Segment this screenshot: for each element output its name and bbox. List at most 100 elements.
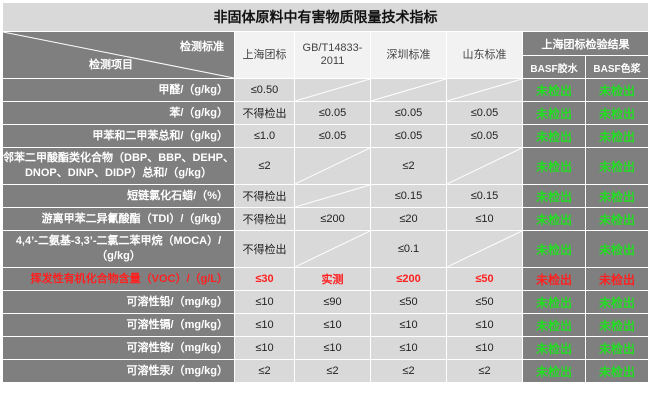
row-item-label: 可溶性铅/（mg/kg） xyxy=(2,290,235,314)
standard-value: ≤10 xyxy=(294,313,371,337)
table-row: 游离甲苯二异氰酸酯（TDI）/（g/kg） 不得检出 ≤200 ≤20 ≤10 未检出 未检… xyxy=(2,207,650,231)
test-result: 未检出 xyxy=(522,290,586,314)
standard-value: ≤1.0 xyxy=(234,124,295,148)
test-result: 未检出 xyxy=(522,267,586,291)
test-result: 未检出 xyxy=(584,336,650,360)
standard-value: ≤50 xyxy=(370,290,447,314)
row-item-label: 可溶性镉/（mg/kg） xyxy=(2,313,235,337)
test-result: 未检出 xyxy=(584,230,650,268)
standard-value: 不得检出 xyxy=(234,101,295,125)
table-row: 苯/（g/kg） 不得检出 ≤0.05 ≤0.05 ≤0.05 未检出 未检出 xyxy=(2,101,650,125)
empty-cell xyxy=(370,78,447,102)
standard-value: ≤0.1 xyxy=(370,230,447,268)
standard-value: ≤0.05 xyxy=(370,124,447,148)
header-item-label: 检测项目 xyxy=(89,59,133,71)
standard-value: ≤200 xyxy=(294,207,371,231)
standard-value: ≤0.05 xyxy=(446,124,523,148)
empty-cell xyxy=(446,147,523,185)
test-result: 未检出 xyxy=(522,230,586,268)
test-result: 未检出 xyxy=(584,147,650,185)
standard-value: ≤2 xyxy=(370,147,447,185)
test-result: 未检出 xyxy=(522,147,586,185)
header-standard-shandong: 山东标准 xyxy=(446,31,523,79)
empty-cell xyxy=(294,78,371,102)
empty-cell xyxy=(446,230,523,268)
test-result: 未检出 xyxy=(522,313,586,337)
standard-value: ≤0.05 xyxy=(370,101,447,125)
header-result-paste: BASF色浆 xyxy=(584,55,650,79)
table-row: 可溶性镉/（mg/kg） ≤10 ≤10 ≤10 ≤10 未检出 未检出 xyxy=(2,313,650,337)
standard-value: ≤200 xyxy=(370,267,447,291)
standard-value: ≤2 xyxy=(294,359,371,383)
table-row: 可溶性铬/（mg/kg） ≤10 ≤10 ≤10 ≤10 未检出 未检出 xyxy=(2,336,650,360)
standard-value: ≤30 xyxy=(234,267,295,291)
standard-value: ≤2 xyxy=(234,147,295,185)
standard-value: 不得检出 xyxy=(234,230,295,268)
table-row: 可溶性铅/（mg/kg） ≤10 ≤90 ≤50 ≤50 未检出 未检出 xyxy=(2,290,650,314)
table-row: 甲苯和二甲苯总和/（g/kg） ≤1.0 ≤0.05 ≤0.05 ≤0.05 未检出 未检出 xyxy=(2,124,650,148)
row-item-label: 可溶性汞/（mg/kg） xyxy=(2,359,235,383)
standard-value: 不得检出 xyxy=(234,207,295,231)
test-result: 未检出 xyxy=(522,207,586,231)
table-row: 甲醛/（g/kg） ≤0.50 未检出 未检出 xyxy=(2,78,650,102)
standard-value: ≤10 xyxy=(234,336,295,360)
test-result: 未检出 xyxy=(522,336,586,360)
header-standard-label: 检测标准 xyxy=(180,41,224,53)
standard-value: ≤90 xyxy=(294,290,371,314)
table-row: 挥发性有机化合物含量（VOC）/（g/L） ≤30 实测 ≤200 ≤50 未检出 未检出 xyxy=(2,267,650,291)
empty-cell xyxy=(446,78,523,102)
standard-value: ≤10 xyxy=(446,313,523,337)
row-item-label: 游离甲苯二异氰酸酯（TDI）/（g/kg） xyxy=(2,207,235,231)
row-item-label: 苯/（g/kg） xyxy=(2,101,235,125)
header-standard-shanghai: 上海团标 xyxy=(234,31,295,79)
standard-value: ≤2 xyxy=(370,359,447,383)
standard-value: ≤0.05 xyxy=(446,101,523,125)
row-item-label: 可溶性铬/（mg/kg） xyxy=(2,336,235,360)
standard-value: ≤20 xyxy=(370,207,447,231)
standard-value: ≤10 xyxy=(370,313,447,337)
header-result-glue: BASF胶水 xyxy=(522,55,586,79)
standard-value: ≤10 xyxy=(446,336,523,360)
hazard-limits-table: 非固体原料中有害物质限量技术指标 检测标准 检测项目 上海团标 GB/T1483… xyxy=(1,2,650,383)
row-item-label: 甲醛/（g/kg） xyxy=(2,78,235,102)
standard-value: ≤10 xyxy=(294,336,371,360)
header-standard-shenzhen: 深圳标准 xyxy=(370,31,447,79)
standard-value: 实测 xyxy=(294,267,371,291)
test-result: 未检出 xyxy=(584,124,650,148)
test-result: 未检出 xyxy=(522,359,586,383)
test-result: 未检出 xyxy=(522,101,586,125)
standard-value: ≤10 xyxy=(234,313,295,337)
standard-value: ≤2 xyxy=(234,359,295,383)
test-result: 未检出 xyxy=(522,78,586,102)
test-result: 未检出 xyxy=(522,184,586,208)
standard-value: ≤10 xyxy=(370,336,447,360)
standard-value: ≤0.50 xyxy=(234,78,295,102)
test-result: 未检出 xyxy=(584,290,650,314)
test-result: 未检出 xyxy=(584,78,650,102)
standard-value: ≤0.05 xyxy=(294,124,371,148)
row-item-label: 邻苯二甲酸酯类化合物（DBP、BBP、DEHP、DNOP、DINP、DIDP）总… xyxy=(2,147,235,185)
empty-cell xyxy=(294,184,371,208)
row-item-label: 挥发性有机化合物含量（VOC）/（g/L） xyxy=(2,267,235,291)
header-standard-gbt: GB/T14833- 2011 xyxy=(294,31,371,79)
standard-value: ≤10 xyxy=(234,290,295,314)
test-result: 未检出 xyxy=(584,184,650,208)
standard-value: ≤0.15 xyxy=(446,184,523,208)
header-results-group: 上海团标检验结果 xyxy=(521,31,650,56)
empty-cell xyxy=(294,230,371,268)
standard-value: ≤0.05 xyxy=(294,101,371,125)
row-item-label: 4,4’-二氨基-3,3’-二氯二苯甲烷（MOCA）/（g/kg） xyxy=(2,230,235,268)
table-row: 可溶性汞/（mg/kg） ≤2 ≤2 ≤2 ≤2 未检出 未检出 xyxy=(2,359,650,383)
standard-value: 不得检出 xyxy=(234,184,295,208)
test-result: 未检出 xyxy=(522,124,586,148)
header-diagonal-cell: 检测标准 检测项目 xyxy=(2,31,235,79)
table-title: 非固体原料中有害物质限量技术指标 xyxy=(1,2,650,32)
test-result: 未检出 xyxy=(584,313,650,337)
row-item-label: 短链氯化石蜡/（%） xyxy=(2,184,235,208)
test-result: 未检出 xyxy=(584,207,650,231)
table-row: 邻苯二甲酸酯类化合物（DBP、BBP、DEHP、DNOP、DINP、DIDP）总… xyxy=(2,147,650,185)
test-result: 未检出 xyxy=(584,101,650,125)
standard-value: ≤10 xyxy=(446,207,523,231)
test-result: 未检出 xyxy=(584,267,650,291)
